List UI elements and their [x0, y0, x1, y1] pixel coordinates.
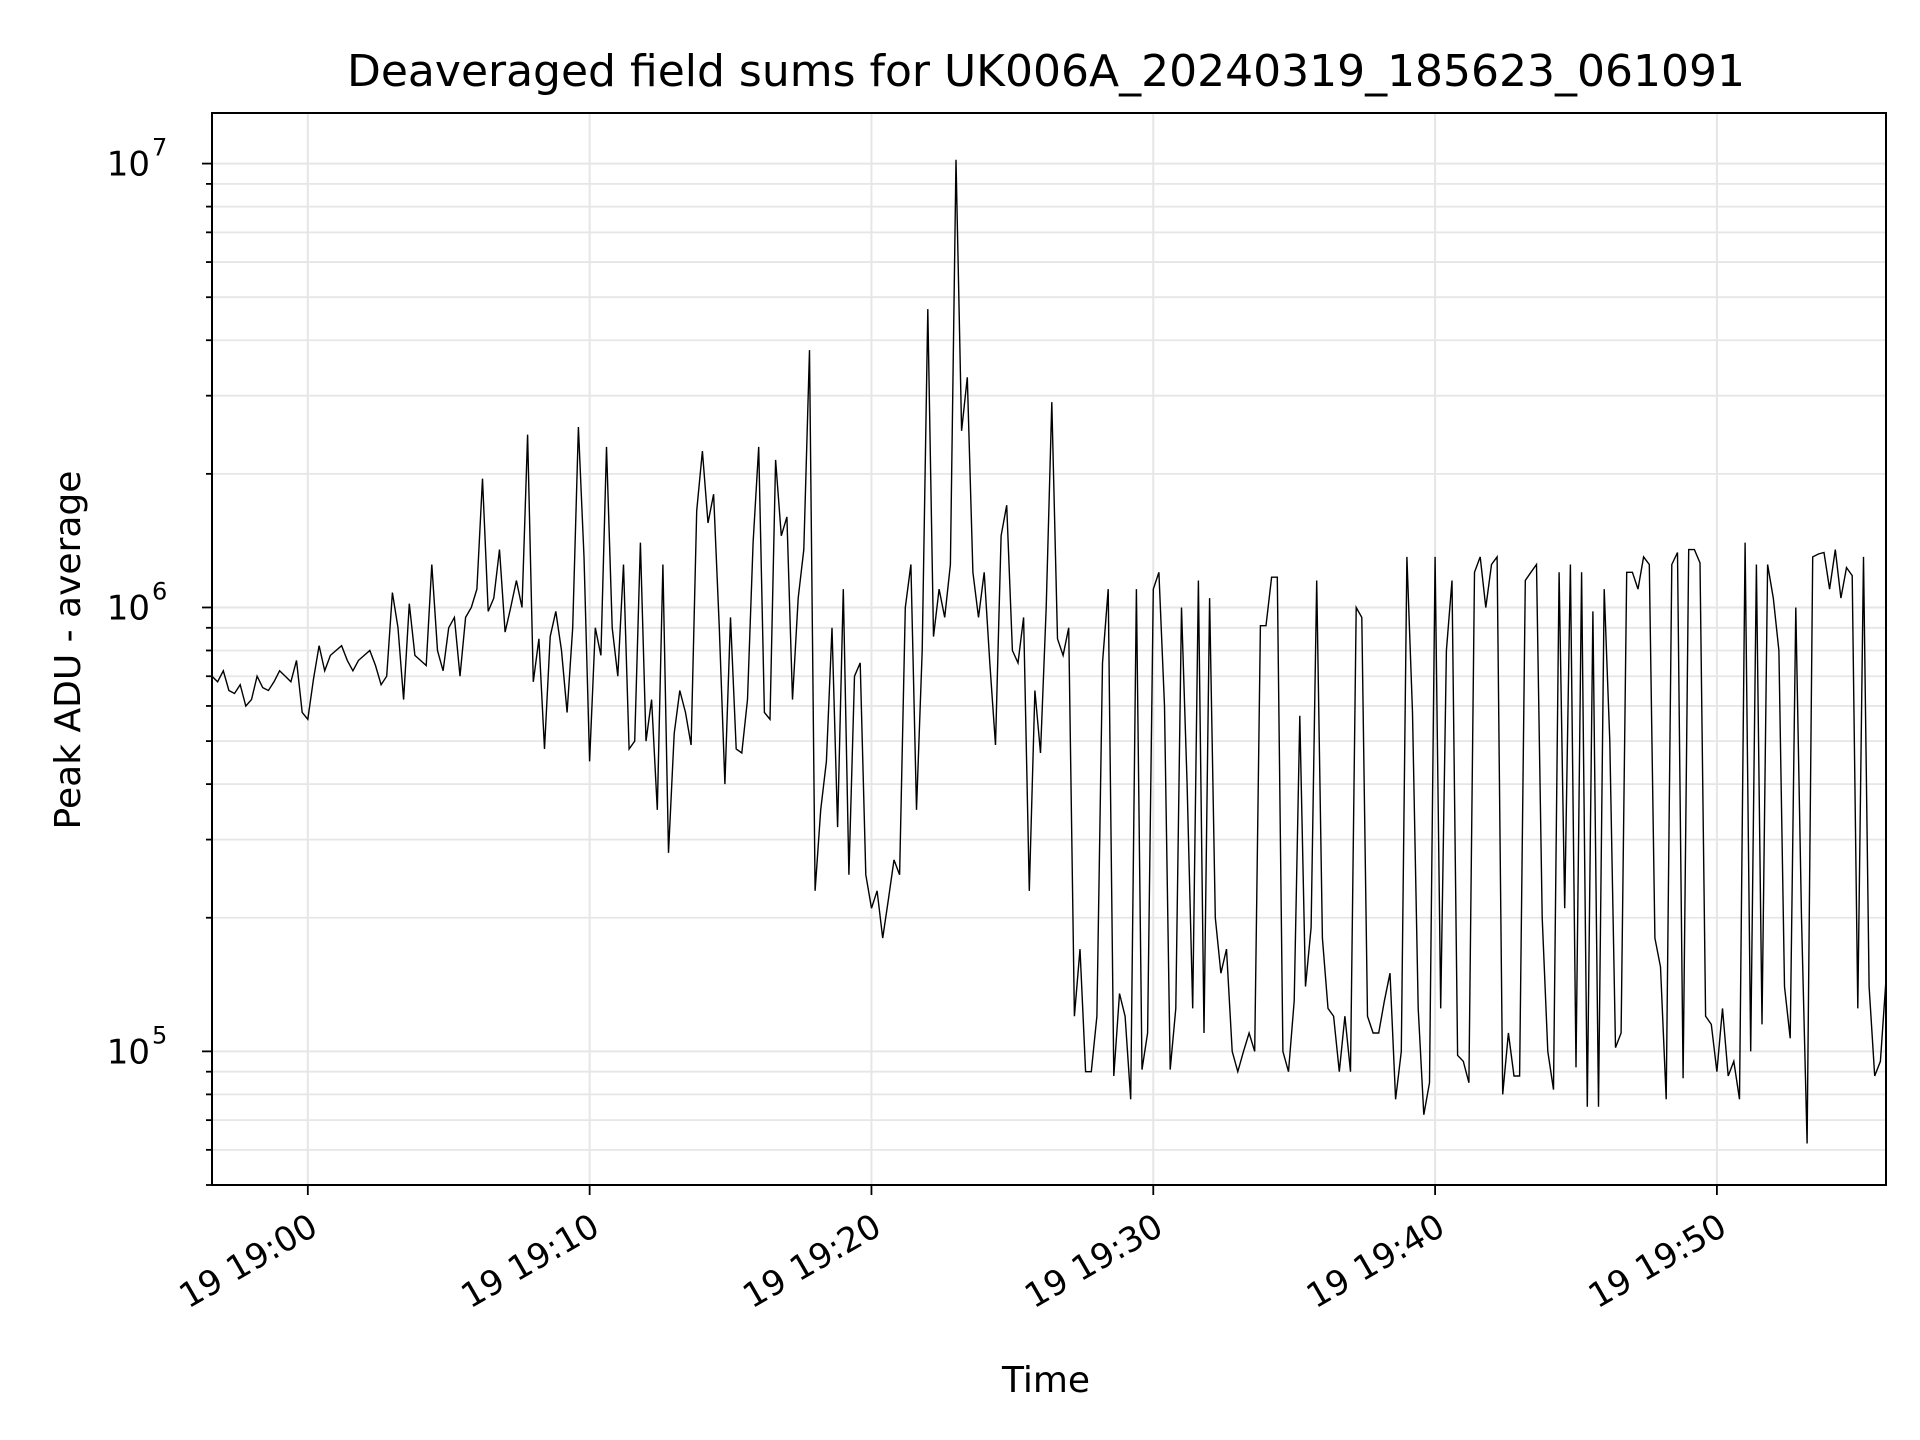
y-axis-label: Peak ADU - average — [48, 471, 89, 830]
y-tick-label: 10 — [107, 588, 150, 628]
plot-frame — [211, 112, 1887, 1186]
series-line — [211, 159, 1887, 1144]
y-tick-label-exponent: 7 — [152, 134, 167, 162]
y-tick-label-exponent: 5 — [152, 1021, 167, 1049]
x-axis-label: Time — [1001, 1360, 1090, 1401]
y-tick-label: 10 — [107, 1032, 150, 1072]
grid-lines — [212, 113, 1886, 1186]
y-tick-label-exponent: 6 — [152, 577, 167, 605]
y-tick-label: 10 — [107, 145, 150, 185]
chart-title: Deaveraged field sums for UK006A_2024031… — [347, 46, 1745, 97]
